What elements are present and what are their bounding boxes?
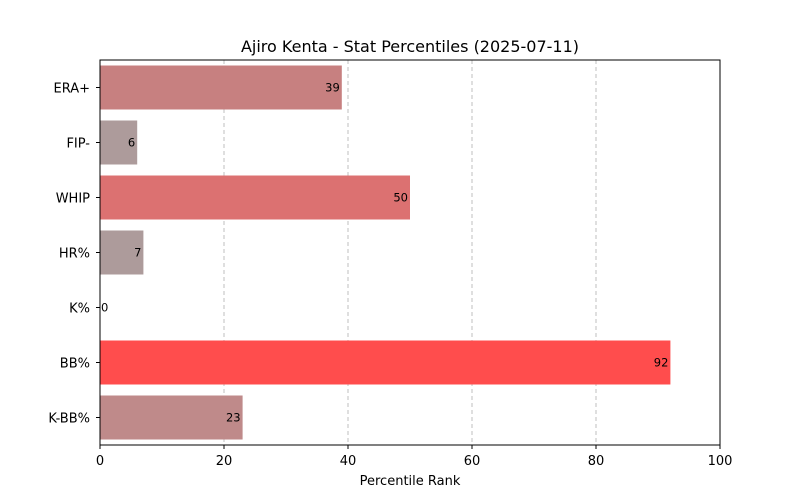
grid-lines bbox=[223, 60, 597, 445]
y-tick-label: WHIP bbox=[56, 192, 90, 207]
x-tick-label: 40 bbox=[340, 454, 357, 469]
y-tick-label: K-BB% bbox=[48, 412, 90, 427]
bar-WHIP bbox=[100, 175, 410, 220]
value-label: 92 bbox=[654, 356, 669, 370]
y-tick-label: ERA+ bbox=[53, 82, 90, 97]
x-axis: 0 20 40 60 80 100 bbox=[96, 445, 733, 469]
bars: 39 6 50 7 0 92 23 bbox=[100, 65, 671, 440]
bar-ERA+ bbox=[100, 65, 342, 110]
x-tick-label: 60 bbox=[464, 454, 481, 469]
x-tick-label: 80 bbox=[588, 454, 605, 469]
bar-K-BB% bbox=[100, 395, 243, 440]
x-tick-label: 100 bbox=[708, 454, 733, 469]
value-label: 7 bbox=[134, 246, 141, 260]
bar-HR% bbox=[100, 230, 144, 275]
y-tick-label: HR% bbox=[59, 247, 90, 262]
bar-FIP- bbox=[100, 120, 138, 165]
value-label: 6 bbox=[128, 136, 135, 150]
value-label: 23 bbox=[226, 411, 241, 425]
value-label: 39 bbox=[325, 81, 340, 95]
x-axis-label: Percentile Rank bbox=[360, 474, 461, 489]
bar-BB% bbox=[100, 340, 671, 385]
plot-frame bbox=[99, 59, 721, 446]
value-label: 0 bbox=[101, 301, 108, 315]
x-tick-label: 0 bbox=[96, 454, 104, 469]
y-tick-label: K% bbox=[69, 302, 90, 317]
chart-title: Ajiro Kenta - Stat Percentiles (2025-07-… bbox=[241, 37, 579, 56]
y-tick-label: BB% bbox=[60, 357, 90, 372]
x-tick-label: 20 bbox=[216, 454, 233, 469]
y-axis: ERA+ FIP- WHIP HR% K% BB% K-BB% bbox=[48, 82, 100, 427]
value-label: 50 bbox=[393, 191, 408, 205]
y-tick-label: FIP- bbox=[66, 137, 90, 152]
